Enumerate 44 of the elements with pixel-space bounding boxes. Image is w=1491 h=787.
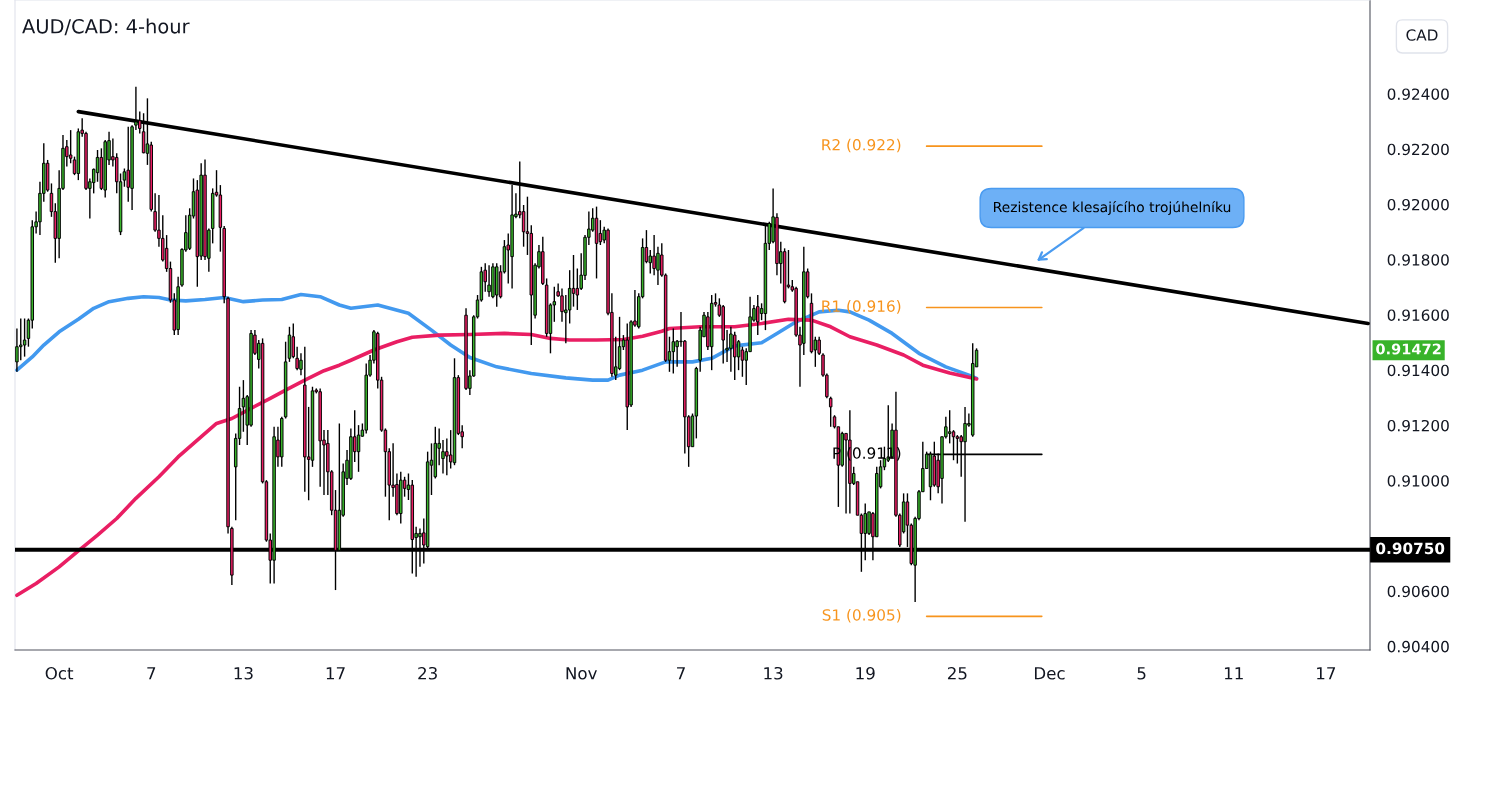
y-tick-label: 0.90400 [1387, 640, 1449, 653]
x-tick-label: 25 [947, 666, 967, 680]
x-tick-label: Dec [1034, 667, 1065, 680]
y-tick-label: 0.92200 [1387, 143, 1449, 156]
candlestick [828, 395, 833, 428]
y-tick-label: 0.91400 [1387, 364, 1449, 377]
x-tick-label: Nov [566, 667, 597, 680]
text: 0.91472 [1376, 343, 1441, 355]
candlestick [356, 424, 361, 473]
x-tick-label: 11 [1224, 667, 1243, 680]
candlestick [126, 126, 130, 203]
y-tick-label: 0.91000 [1387, 475, 1449, 487]
candlestick [122, 167, 127, 188]
x-tick-label: 23 [418, 666, 437, 680]
x-tick-label: 17 [1317, 667, 1336, 680]
candlestick [22, 317, 27, 358]
text: AUD/CAD: 4-hour [22, 18, 190, 36]
x-tick-label: Oct [45, 666, 74, 680]
y-tick-label: 0.90600 [1387, 585, 1449, 598]
candlestick [652, 234, 656, 276]
x-tick-label: 7 [677, 667, 685, 680]
y-tick-label: 0.92400 [1387, 88, 1449, 100]
x-tick-label: 5 [1137, 667, 1146, 680]
x-tick-label: 13 [764, 666, 783, 680]
x-tick-label: 17 [326, 667, 345, 680]
annotation: Rezistence klesajícího trojúhelníku [994, 201, 1231, 215]
candlestick [487, 264, 491, 298]
x-tick-label: 7 [147, 667, 156, 680]
series-label: S1 (0.905) [822, 608, 901, 623]
y-tick-label: 0.92000 [1387, 198, 1449, 211]
series-label: R2 (0.922) [822, 138, 901, 153]
candlestick [571, 254, 576, 308]
candlestick [732, 331, 737, 381]
y-tick-label: 0.91200 [1387, 419, 1449, 432]
candlestick [740, 345, 745, 378]
candlestick [947, 409, 952, 445]
candlestick [671, 327, 676, 375]
y-axis-title: CAD [1406, 29, 1438, 41]
x-tick-label: 19 [856, 666, 875, 680]
line-series [15, 292, 979, 382]
y-tick-label: 0.91800 [1387, 254, 1449, 266]
ref-line-label: 0.90750 [1376, 542, 1445, 555]
y-tick-label: 0.91600 [1387, 309, 1449, 321]
x-tick-label: 13 [234, 666, 253, 680]
